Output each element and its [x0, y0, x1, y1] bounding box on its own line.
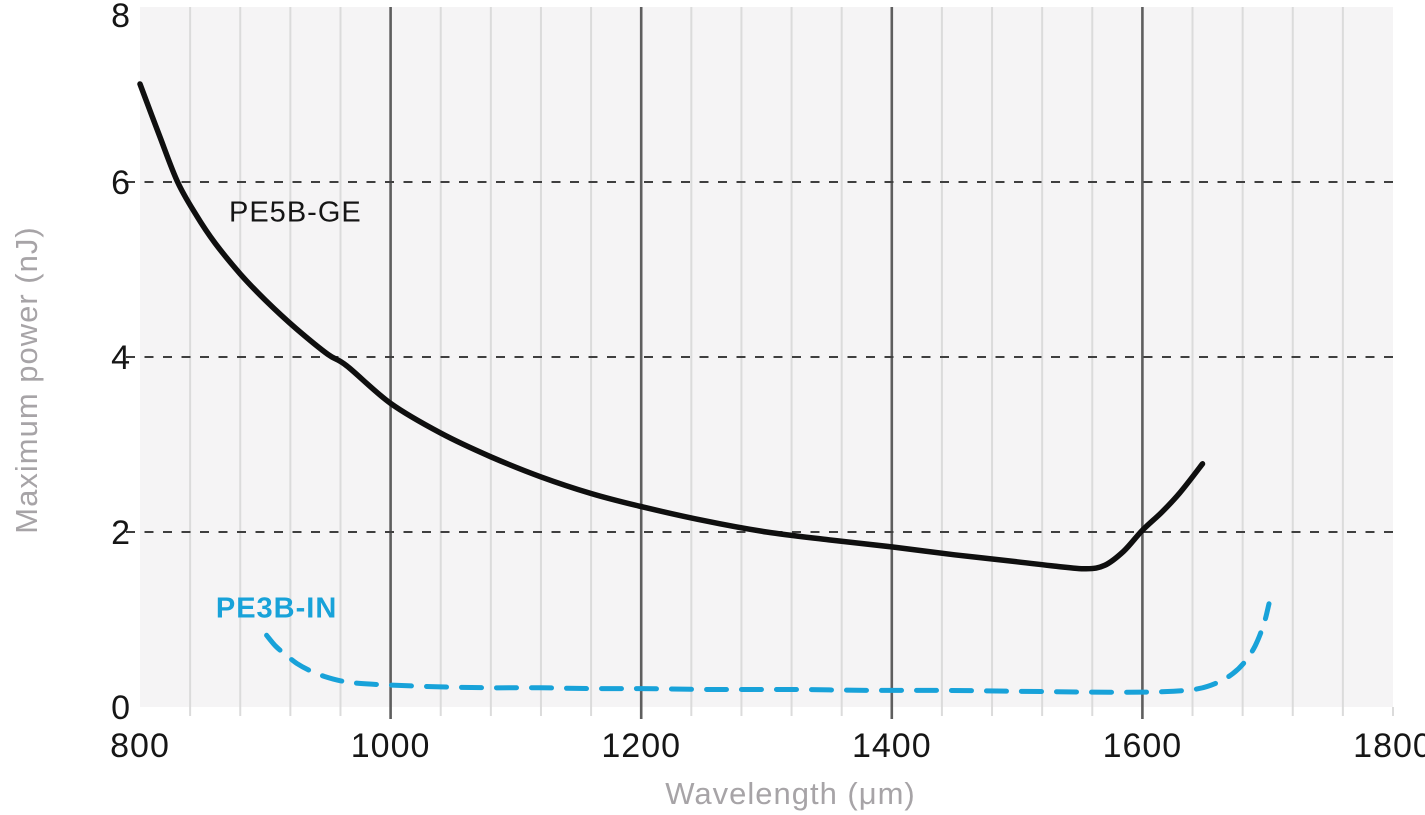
tick-label: 1800 [1353, 727, 1425, 765]
tick-label: 6 [111, 164, 131, 202]
tick-label: 2 [111, 514, 131, 552]
series-label-pe5b-ge: PE5B-GE [229, 196, 362, 229]
tick-label: 1200 [601, 727, 681, 765]
y-axis-title: Maximum power (nJ) [9, 226, 44, 534]
tick-label: 0 [111, 689, 131, 727]
tick-label: 8 [111, 0, 131, 35]
tick-label: 1000 [351, 727, 431, 765]
tick-label: 1600 [1103, 727, 1183, 765]
tick-label: 800 [110, 727, 170, 765]
series-label-pe3b-in: PE3B-IN [215, 592, 338, 625]
x-axis-title: Wavelength (μm) [665, 776, 916, 811]
tick-label: 1400 [852, 727, 932, 765]
tick-label: 4 [111, 339, 131, 377]
